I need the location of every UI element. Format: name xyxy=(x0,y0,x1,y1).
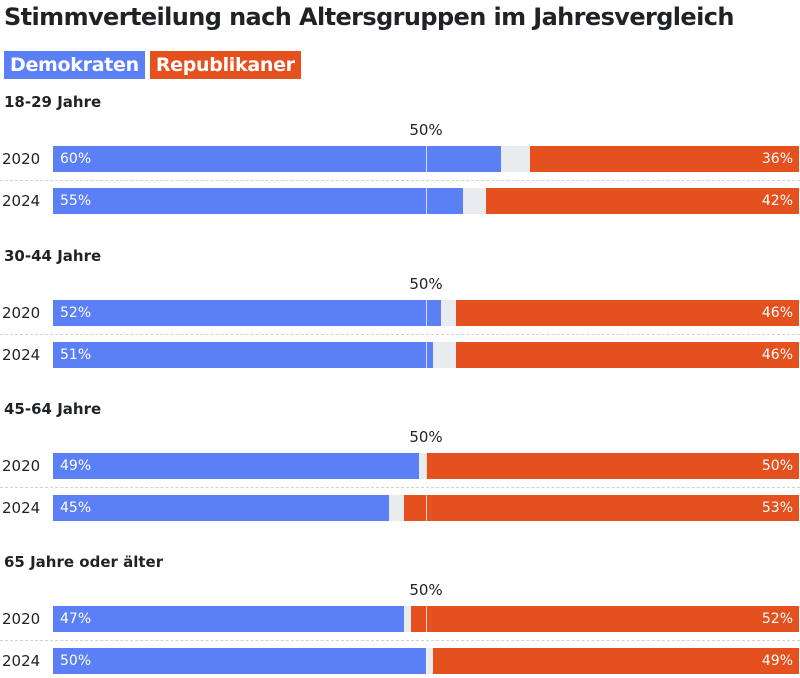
row-separator xyxy=(0,180,800,181)
group-label: 65 Jahre oder älter xyxy=(4,553,164,571)
legend-item-republicans: Republikaner xyxy=(149,51,301,79)
gap-bar xyxy=(403,606,412,632)
rep-value-label: 46% xyxy=(761,347,793,363)
dem-bar xyxy=(53,188,464,214)
reference-label: 50% xyxy=(409,121,443,139)
row-separator xyxy=(0,334,800,335)
rep-value-label: 52% xyxy=(761,611,793,627)
rep-bar xyxy=(426,453,799,479)
rep-value-label: 36% xyxy=(761,151,793,167)
dem-bar xyxy=(53,453,419,479)
dem-value-label: 52% xyxy=(60,305,92,321)
rep-value-label: 50% xyxy=(761,458,793,474)
rep-bar xyxy=(530,146,799,172)
rep-value-label: 49% xyxy=(761,653,793,669)
rep-value-label: 42% xyxy=(761,193,793,209)
row-separator xyxy=(0,640,800,641)
dem-value-label: 50% xyxy=(60,653,92,669)
reference-line xyxy=(426,606,427,632)
row-separator xyxy=(0,487,800,488)
reference-label: 50% xyxy=(409,581,443,599)
rep-bar xyxy=(433,648,799,674)
group-label: 45-64 Jahre xyxy=(4,400,102,418)
reference-line xyxy=(426,300,427,326)
rep-bar xyxy=(455,300,799,326)
dem-value-label: 45% xyxy=(60,500,92,516)
gap-bar xyxy=(426,648,434,674)
chart-title: Stimmverteilung nach Altersgruppen im Ja… xyxy=(4,3,734,31)
gap-bar xyxy=(388,495,404,521)
dem-bar xyxy=(53,495,389,521)
year-label: 2020 xyxy=(2,304,41,322)
dem-bar xyxy=(53,342,434,368)
group-label: 30-44 Jahre xyxy=(4,247,102,265)
gap-bar xyxy=(433,342,456,368)
gap-bar xyxy=(463,188,486,214)
reference-label: 50% xyxy=(409,275,443,293)
dem-bar xyxy=(53,146,501,172)
year-label: 2020 xyxy=(2,150,41,168)
reference-line xyxy=(426,453,427,479)
reference-line xyxy=(426,648,427,674)
gap-bar xyxy=(418,453,426,479)
dem-bar xyxy=(53,648,426,674)
reference-line xyxy=(426,188,427,214)
rep-bar xyxy=(455,342,799,368)
legend-item-democrats: Demokraten xyxy=(4,51,145,79)
dem-value-label: 55% xyxy=(60,193,92,209)
dem-value-label: 60% xyxy=(60,151,92,167)
dem-bar xyxy=(53,300,441,326)
rep-bar xyxy=(485,188,799,214)
rep-bar xyxy=(411,606,799,632)
year-label: 2020 xyxy=(2,610,41,628)
rep-bar xyxy=(403,495,799,521)
year-label: 2024 xyxy=(2,499,41,517)
reference-line xyxy=(426,146,427,172)
reference-line xyxy=(426,495,427,521)
reference-label: 50% xyxy=(409,428,443,446)
dem-value-label: 49% xyxy=(60,458,92,474)
year-label: 2020 xyxy=(2,457,41,475)
dem-bar xyxy=(53,606,404,632)
gap-bar xyxy=(500,146,531,172)
gap-bar xyxy=(440,300,456,326)
legend: Demokraten Republikaner xyxy=(4,51,301,79)
dem-value-label: 51% xyxy=(60,347,92,363)
rep-value-label: 46% xyxy=(761,305,793,321)
dem-value-label: 47% xyxy=(60,611,92,627)
year-label: 2024 xyxy=(2,346,41,364)
group-label: 18-29 Jahre xyxy=(4,93,102,111)
rep-value-label: 53% xyxy=(761,500,793,516)
reference-line xyxy=(426,342,427,368)
year-label: 2024 xyxy=(2,652,41,670)
year-label: 2024 xyxy=(2,192,41,210)
